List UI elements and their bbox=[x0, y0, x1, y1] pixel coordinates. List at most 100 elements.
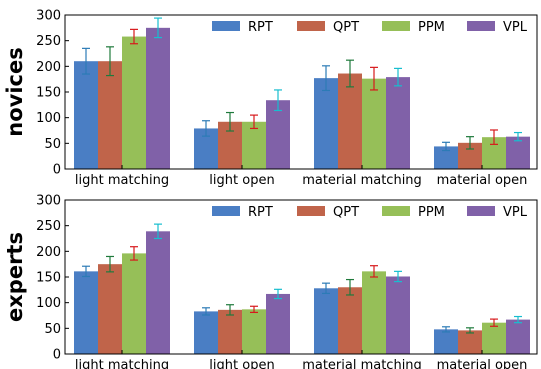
error-bar-qpt-3 bbox=[466, 136, 474, 150]
error-bar-ppm-3 bbox=[490, 318, 498, 327]
y-tick-label: 250 bbox=[36, 34, 61, 49]
category-label: material open bbox=[437, 173, 528, 188]
bar-vpl-1 bbox=[266, 293, 290, 354]
bar-ppm-0 bbox=[122, 36, 146, 170]
error-bar-rpt-1 bbox=[202, 120, 210, 137]
legend-swatch-rpt bbox=[212, 21, 240, 31]
category-label: material open bbox=[437, 358, 528, 369]
error-bar-rpt-2 bbox=[322, 65, 330, 92]
bar-qpt-2 bbox=[338, 287, 362, 354]
error-bar-ppm-2 bbox=[370, 265, 378, 278]
legend-swatch-qpt bbox=[297, 21, 325, 31]
y-tick-label: 200 bbox=[36, 245, 61, 260]
error-bar-vpl-2 bbox=[394, 270, 402, 283]
panel-label: experts bbox=[3, 232, 27, 322]
error-bar-qpt-3 bbox=[466, 327, 474, 334]
bar-vpl-1 bbox=[266, 100, 290, 169]
error-bar-ppm-2 bbox=[370, 66, 378, 91]
bar-rpt-3 bbox=[434, 329, 458, 354]
error-bar-rpt-2 bbox=[322, 282, 330, 295]
y-tick-label: 0 bbox=[53, 163, 61, 178]
bar-qpt-0 bbox=[98, 61, 122, 170]
bar-ppm-3 bbox=[482, 322, 506, 354]
bar-ppm-2 bbox=[362, 271, 386, 354]
legend-swatch-ppm bbox=[382, 206, 410, 216]
y-tick-label: 300 bbox=[36, 194, 61, 209]
error-bar-vpl-3 bbox=[514, 315, 522, 324]
y-tick-label: 150 bbox=[36, 86, 61, 101]
panel-novices: novices 0 50 100 150 200 250 300 light matching l… bbox=[3, 9, 538, 188]
error-bar-qpt-2 bbox=[346, 278, 354, 296]
legend-swatch-qpt bbox=[297, 206, 325, 216]
bar-vpl-2 bbox=[386, 77, 410, 169]
y-tick-label: 0 bbox=[53, 348, 61, 363]
bar-ppm-1 bbox=[242, 309, 266, 354]
legend-label-rpt: RPT bbox=[248, 205, 273, 220]
y-tick-label: 100 bbox=[36, 296, 61, 311]
legend-label-qpt: QPT bbox=[333, 205, 359, 220]
error-bar-vpl-2 bbox=[394, 67, 402, 87]
bar-qpt-0 bbox=[98, 264, 122, 354]
legend-label-qpt: QPT bbox=[333, 20, 359, 35]
bar-vpl-0 bbox=[146, 231, 170, 354]
error-bar-rpt-0 bbox=[82, 265, 90, 278]
error-bar-rpt-3 bbox=[442, 141, 450, 152]
error-bar-vpl-1 bbox=[274, 89, 282, 112]
bar-vpl-3 bbox=[506, 136, 530, 169]
error-bar-qpt-2 bbox=[346, 59, 354, 88]
bar-ppm-1 bbox=[242, 121, 266, 169]
bar-rpt-0 bbox=[74, 61, 98, 170]
error-bar-ppm-1 bbox=[250, 305, 258, 314]
category-label: material matching bbox=[302, 358, 422, 369]
panel-label: novices bbox=[3, 47, 27, 136]
error-bar-rpt-3 bbox=[442, 326, 450, 333]
bar-ppm-2 bbox=[362, 78, 386, 169]
error-bar-vpl-0 bbox=[154, 17, 162, 39]
bar-rpt-3 bbox=[434, 146, 458, 169]
error-bar-qpt-1 bbox=[226, 111, 234, 132]
legend: RPT QPT PPM VPL bbox=[212, 205, 528, 220]
category-label: material matching bbox=[302, 173, 422, 188]
bar-rpt-1 bbox=[194, 311, 218, 354]
error-bar-qpt-0 bbox=[106, 255, 114, 273]
error-bar-vpl-0 bbox=[154, 223, 162, 240]
y-tick-label: 150 bbox=[36, 271, 61, 286]
legend-swatch-vpl bbox=[467, 206, 495, 216]
y-tick-label: 250 bbox=[36, 219, 61, 234]
y-tick-label: 50 bbox=[44, 137, 61, 152]
y-tick-label: 300 bbox=[36, 9, 61, 24]
error-bar-ppm-1 bbox=[250, 114, 258, 130]
legend: RPT QPT PPM VPL bbox=[212, 20, 528, 35]
category-label: light matching bbox=[75, 358, 169, 369]
legend-label-vpl: VPL bbox=[503, 20, 528, 35]
error-bar-rpt-1 bbox=[202, 307, 210, 316]
y-tick-label: 100 bbox=[36, 111, 61, 126]
error-bar-rpt-0 bbox=[82, 47, 90, 75]
bar-qpt-1 bbox=[218, 309, 242, 354]
bar-qpt-2 bbox=[338, 73, 362, 169]
error-bar-vpl-1 bbox=[274, 288, 282, 300]
category-label: light open bbox=[209, 358, 274, 369]
error-bar-qpt-0 bbox=[106, 46, 114, 77]
panel-experts: experts 0 50 100 150 200 250 300 light matching l… bbox=[3, 194, 538, 369]
bar-rpt-2 bbox=[314, 288, 338, 354]
error-bar-qpt-1 bbox=[226, 304, 234, 316]
legend-swatch-ppm bbox=[382, 21, 410, 31]
bar-qpt-3 bbox=[458, 330, 482, 354]
category-label: light open bbox=[209, 173, 274, 188]
legend-swatch-vpl bbox=[467, 21, 495, 31]
error-bar-ppm-0 bbox=[130, 246, 138, 261]
error-bar-ppm-0 bbox=[130, 28, 138, 45]
y-tick-label: 50 bbox=[44, 322, 61, 337]
legend-label-ppm: PPM bbox=[418, 20, 445, 35]
error-bar-ppm-3 bbox=[490, 129, 498, 145]
error-bar-vpl-3 bbox=[514, 131, 522, 142]
legend-label-vpl: VPL bbox=[503, 205, 528, 220]
bar-ppm-0 bbox=[122, 253, 146, 354]
y-tick-label: 200 bbox=[36, 60, 61, 75]
bar-rpt-2 bbox=[314, 78, 338, 169]
category-label: light matching bbox=[75, 173, 169, 188]
bar-rpt-0 bbox=[74, 271, 98, 354]
legend-label-rpt: RPT bbox=[248, 20, 273, 35]
